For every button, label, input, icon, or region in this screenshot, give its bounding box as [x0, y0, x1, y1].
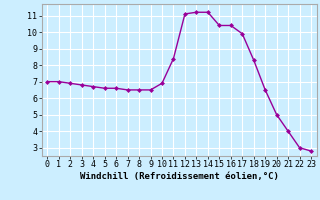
X-axis label: Windchill (Refroidissement éolien,°C): Windchill (Refroidissement éolien,°C) — [80, 172, 279, 181]
